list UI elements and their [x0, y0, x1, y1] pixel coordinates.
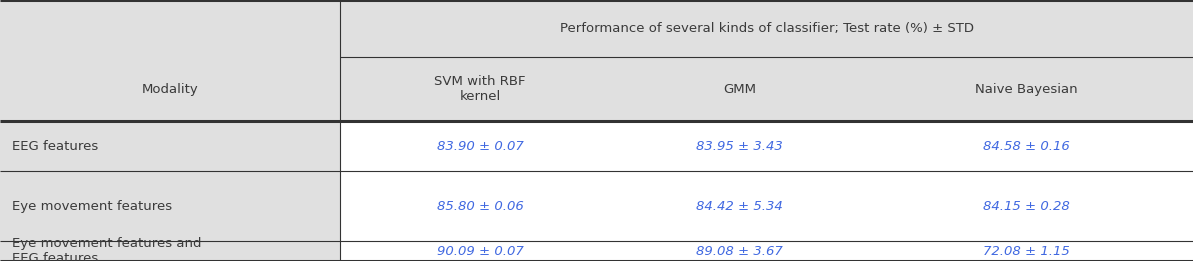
- Text: 83.95 ± 3.43: 83.95 ± 3.43: [697, 140, 783, 153]
- Bar: [0, 57, 1193, 121]
- Bar: [0, 241, 340, 261]
- Bar: [0, 121, 340, 171]
- Text: 84.58 ± 0.16: 84.58 ± 0.16: [983, 140, 1069, 153]
- Text: 72.08 ± 1.15: 72.08 ± 1.15: [983, 245, 1069, 258]
- Text: Eye movement features: Eye movement features: [12, 200, 172, 213]
- Bar: [340, 171, 1193, 241]
- Text: Modality: Modality: [142, 83, 198, 96]
- Text: 84.15 ± 0.28: 84.15 ± 0.28: [983, 200, 1069, 213]
- Text: Naive Bayesian: Naive Bayesian: [975, 83, 1077, 96]
- Text: Performance of several kinds of classifier; Test rate (%) ± STD: Performance of several kinds of classifi…: [560, 22, 973, 35]
- Text: 85.80 ± 0.06: 85.80 ± 0.06: [437, 200, 524, 213]
- Text: SVM with RBF
kernel: SVM with RBF kernel: [434, 75, 526, 103]
- Text: EEG features: EEG features: [12, 140, 98, 153]
- Text: 89.08 ± 3.67: 89.08 ± 3.67: [697, 245, 783, 258]
- Bar: [340, 241, 1193, 261]
- Text: 83.90 ± 0.07: 83.90 ± 0.07: [437, 140, 524, 153]
- Bar: [340, 121, 1193, 171]
- Bar: [0, 0, 1193, 57]
- Text: 90.09 ± 0.07: 90.09 ± 0.07: [437, 245, 524, 258]
- Text: Eye movement features and
EEG features: Eye movement features and EEG features: [12, 237, 202, 261]
- Text: GMM: GMM: [723, 83, 756, 96]
- Text: 84.42 ± 5.34: 84.42 ± 5.34: [697, 200, 783, 213]
- Bar: [0, 171, 340, 241]
